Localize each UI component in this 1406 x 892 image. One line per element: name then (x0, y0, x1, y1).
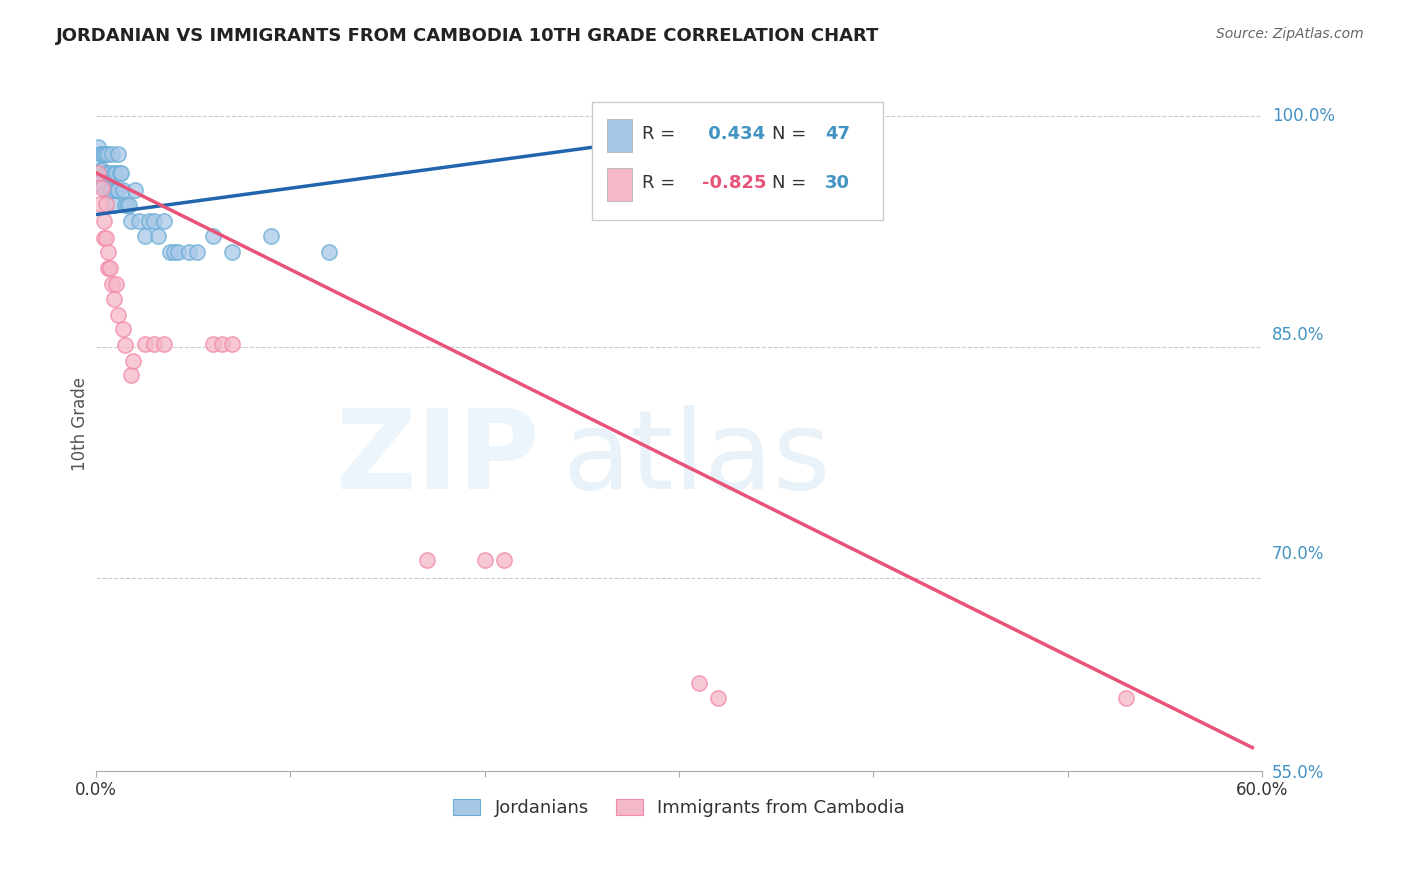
Legend: Jordanians, Immigrants from Cambodia: Jordanians, Immigrants from Cambodia (446, 791, 912, 824)
Text: N =: N = (772, 125, 807, 144)
Point (100, 277, 122, 291)
FancyBboxPatch shape (607, 168, 633, 201)
Point (124, 183, 146, 197)
Point (179, 244, 201, 259)
Point (318, 244, 340, 259)
Point (159, 244, 181, 259)
Point (103, 166, 125, 180)
Point (104, 183, 127, 197)
Point (93, 230, 115, 244)
Point (688, 676, 710, 690)
Point (100, 183, 122, 197)
Text: -0.825: -0.825 (703, 174, 766, 192)
Point (166, 244, 188, 259)
Point (707, 691, 730, 706)
FancyBboxPatch shape (607, 119, 633, 153)
Point (107, 183, 129, 197)
Point (1115, 691, 1137, 706)
Point (94, 230, 117, 244)
Point (260, 229, 283, 244)
Point (108, 166, 131, 180)
Point (91, 162, 114, 177)
Point (91, 181, 114, 195)
Point (94, 166, 117, 180)
Point (494, 552, 516, 566)
Text: N =: N = (772, 174, 807, 192)
Point (122, 354, 145, 368)
Point (87, 166, 110, 180)
Point (104, 277, 127, 291)
Point (153, 213, 176, 227)
Point (97, 244, 120, 259)
Point (138, 213, 160, 227)
Y-axis label: 10th Grade: 10th Grade (72, 377, 89, 471)
Point (93, 147, 115, 161)
Point (120, 213, 142, 227)
Point (89, 196, 111, 211)
Point (93, 213, 115, 227)
Point (98, 185, 121, 199)
Text: Source: ZipAtlas.com: Source: ZipAtlas.com (1216, 27, 1364, 41)
Point (104, 166, 127, 180)
Text: JORDANIAN VS IMMIGRANTS FROM CAMBODIA 10TH GRADE CORRELATION CHART: JORDANIAN VS IMMIGRANTS FROM CAMBODIA 10… (56, 27, 880, 45)
Point (110, 166, 132, 180)
Point (117, 198, 139, 212)
Point (186, 244, 208, 259)
Text: atlas: atlas (562, 405, 831, 512)
Point (114, 338, 136, 352)
Point (89, 162, 111, 177)
Point (98, 166, 121, 180)
Text: ZIP: ZIP (336, 405, 540, 512)
Point (211, 337, 233, 351)
Point (221, 337, 243, 351)
Point (97, 261, 120, 276)
Point (221, 244, 243, 259)
Point (98, 261, 121, 276)
Text: 47: 47 (825, 125, 849, 144)
Point (134, 229, 156, 244)
Point (148, 229, 170, 244)
Point (120, 368, 142, 382)
Point (107, 308, 129, 322)
Point (134, 337, 156, 351)
Point (143, 213, 166, 227)
Text: 0.434: 0.434 (703, 125, 765, 144)
Point (94, 147, 117, 161)
Point (201, 337, 224, 351)
Point (94, 196, 117, 211)
Text: R =: R = (641, 174, 675, 192)
Point (100, 147, 122, 161)
Point (201, 229, 224, 244)
Point (89, 147, 111, 161)
Point (93, 168, 115, 182)
Point (114, 198, 136, 212)
Point (143, 337, 166, 351)
Point (755, 117, 778, 131)
Point (97, 168, 120, 182)
Point (97, 147, 120, 161)
Point (91, 147, 114, 161)
Point (103, 198, 125, 212)
Point (163, 244, 186, 259)
Point (87, 140, 110, 154)
Point (103, 293, 125, 307)
Point (128, 213, 150, 227)
Point (107, 147, 129, 161)
Point (91, 178, 114, 193)
Point (94, 183, 117, 197)
Point (415, 552, 437, 566)
FancyBboxPatch shape (592, 102, 883, 219)
Point (118, 198, 141, 212)
Point (112, 183, 135, 197)
Point (474, 552, 496, 566)
Text: 30: 30 (825, 174, 849, 192)
Text: R =: R = (641, 125, 675, 144)
Point (112, 321, 135, 335)
Point (153, 337, 176, 351)
